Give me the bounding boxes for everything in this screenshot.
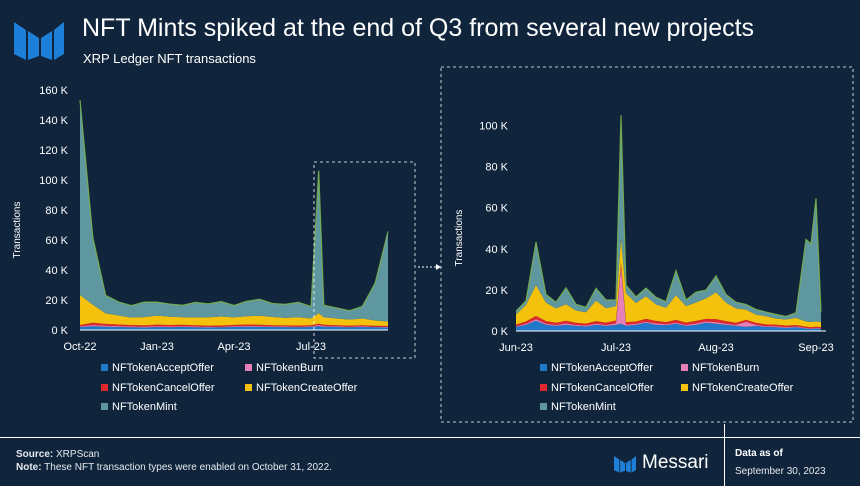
y-tick-label: 140 K: [39, 115, 68, 127]
legend-swatch: [245, 384, 252, 391]
legend-item: NFTokenAcceptOffer: [101, 362, 214, 374]
mint-top-edge: [515, 115, 822, 318]
area-NFTokenCreateOffer: [516, 238, 821, 328]
x-tick-label: Jan-23: [140, 341, 174, 353]
x-tick-label: Jul-23: [601, 342, 631, 354]
legend-swatch: [101, 364, 108, 371]
legend-label: NFTokenAcceptOffer: [551, 362, 653, 374]
y-tick-label: 80 K: [485, 162, 508, 174]
messari-logo-icon: [14, 22, 64, 60]
zoom-panel-box: [440, 66, 854, 423]
y-tick-label: 120 K: [39, 145, 68, 157]
full-range-chart: 0 K 20 K 40 K 60 K 80 K 100 K 120 K 140 K 160 K O…: [12, 85, 389, 353]
legend-item: NFTokenCancelOffer: [540, 382, 654, 394]
legend-label: NFTokenBurn: [256, 362, 324, 374]
y-tick-label: 60 K: [45, 235, 68, 247]
x-tick-label: Sep-23: [798, 342, 833, 354]
note-value: These NFT transaction types were enabled…: [44, 462, 332, 473]
area-NFTokenMint: [516, 115, 821, 322]
chart-subtitle: XRP Ledger NFT transactions: [83, 51, 256, 66]
source-label: Source:: [16, 449, 54, 460]
y-tick-label: 100 K: [479, 121, 508, 133]
legend-swatch: [101, 403, 108, 410]
y-tick-label: 160 K: [39, 85, 68, 97]
legend-swatch: [245, 364, 252, 371]
zoom-selection-box: [313, 161, 416, 359]
legend-label: NFTokenAcceptOffer: [112, 362, 214, 374]
legend-item: NFTokenCreateOffer: [245, 382, 357, 394]
y-tick-label: 20 K: [45, 295, 68, 307]
brand-name: Messari: [642, 452, 709, 473]
area-NFTokenCreateOffer: [80, 295, 388, 326]
messari-brand-icon: [614, 455, 636, 473]
y-tick-label: 60 K: [485, 203, 508, 215]
legend-label: NFTokenMint: [551, 401, 616, 413]
area-NFTokenCancelOffer: [516, 263, 821, 329]
legend-label: NFTokenCancelOffer: [112, 382, 215, 394]
arrow-right-icon: [418, 264, 441, 270]
legend-swatch: [681, 384, 688, 391]
legend-swatch: [540, 403, 547, 410]
y-tick-label: 20 K: [485, 285, 508, 297]
legend-item: NFTokenAcceptOffer: [540, 362, 653, 374]
legend-label: NFTokenMint: [112, 401, 177, 413]
page-title: NFT Mints spiked at the end of Q3 from s…: [82, 14, 755, 42]
legend-swatch: [101, 384, 108, 391]
footer-divider-line: [0, 437, 860, 438]
zoom-chart: 0 K 20 K 40 K 60 K 80 K 100 K Jun-23 Jul-23 Aug-…: [454, 115, 834, 354]
legend-label: NFTokenBurn: [692, 362, 760, 374]
note-label: Note:: [16, 462, 42, 473]
legend-item: NFTokenCreateOffer: [681, 382, 793, 394]
y-axis-label: Transactions: [12, 202, 23, 259]
footer-vertical-divider: [724, 424, 725, 486]
note-text: Note: These NFT transaction types were e…: [16, 462, 332, 473]
y-tick-label: 40 K: [485, 244, 508, 256]
x-tick-label: Aug-23: [698, 342, 733, 354]
y-tick-label: 100 K: [39, 175, 68, 187]
legend-label: NFTokenCreateOffer: [256, 382, 358, 394]
legend-label: NFTokenCreateOffer: [692, 382, 794, 394]
y-tick-label: 0 K: [51, 325, 68, 337]
legend-item: NFTokenBurn: [245, 362, 323, 374]
y-axis-label: Transactions: [454, 210, 465, 267]
legend-item: NFTokenCancelOffer: [101, 382, 215, 394]
x-tick-label: Jul-23: [296, 341, 326, 353]
source-text: Source: XRPScan: [16, 449, 99, 460]
legend-item: NFTokenMint: [101, 401, 177, 413]
area-NFTokenAcceptOffer: [516, 320, 821, 331]
legend-label: NFTokenCancelOffer: [551, 382, 654, 394]
y-tick-label: 80 K: [45, 205, 68, 217]
legend-item: NFTokenMint: [540, 401, 616, 413]
x-tick-label: Apr-23: [217, 341, 250, 353]
y-tick-label: 40 K: [45, 265, 68, 277]
x-tick-label: Jun-23: [499, 342, 533, 354]
legend-swatch: [540, 384, 547, 391]
legend-swatch: [681, 364, 688, 371]
area-NFTokenAcceptOffer: [80, 326, 388, 330]
x-tick-label: Oct-22: [63, 341, 96, 353]
data-date: September 30, 2023: [735, 466, 826, 477]
source-value: XRPScan: [56, 449, 100, 460]
area-NFTokenMint: [80, 100, 388, 322]
legend-swatch: [540, 364, 547, 371]
legend-item: NFTokenBurn: [681, 362, 759, 374]
mint-top-edge: [79, 99, 389, 312]
data-as-of-label: Data as of: [735, 448, 783, 459]
y-tick-label: 0 K: [491, 326, 508, 338]
